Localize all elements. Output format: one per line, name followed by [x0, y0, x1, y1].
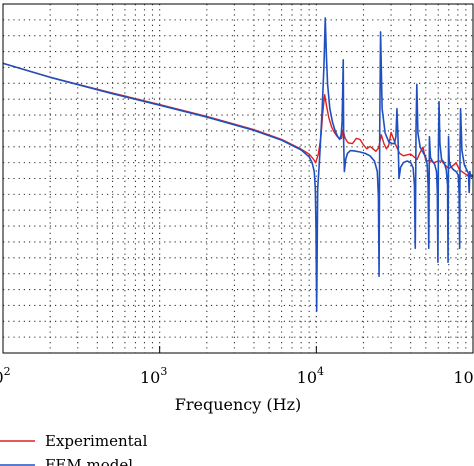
legend-label: Experimental — [45, 432, 148, 450]
x-axis-ticks: 102 103 104 105 — [0, 346, 474, 387]
legend-label: FEM model — [45, 456, 133, 466]
x-tick-label: 102 — [0, 365, 11, 387]
series-lines — [3, 17, 473, 312]
series-line-experimental — [3, 62, 473, 178]
x-axis-title: Frequency (Hz) — [175, 395, 302, 414]
x-tick-label: 103 — [140, 365, 167, 387]
x-tick-label: 104 — [297, 365, 324, 387]
plot-frame — [2, 3, 474, 354]
x-tick-label: 105 — [453, 365, 474, 387]
legend: Experimental FEM model — [0, 432, 148, 466]
grid — [3, 4, 473, 353]
series-line-fem-model — [3, 17, 473, 312]
